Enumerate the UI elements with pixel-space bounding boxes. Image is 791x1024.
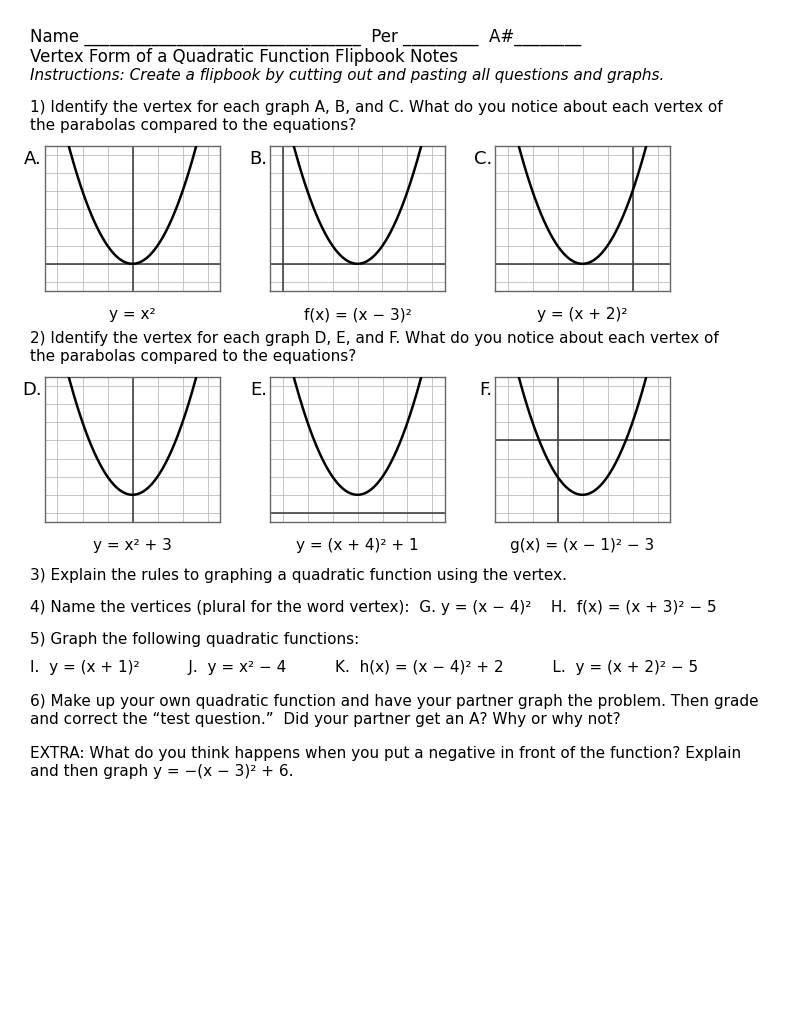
Text: 5) Graph the following quadratic functions:: 5) Graph the following quadratic functio… bbox=[30, 632, 359, 647]
Text: D.: D. bbox=[22, 381, 42, 399]
Text: I.  y = (x + 1)²          J.  y = x² − 4          K.  h(x) = (x − 4)² + 2       : I. y = (x + 1)² J. y = x² − 4 K. h(x) = … bbox=[30, 660, 698, 675]
Text: A.: A. bbox=[25, 150, 42, 168]
Text: g(x) = (x − 1)² − 3: g(x) = (x − 1)² − 3 bbox=[510, 538, 655, 553]
Text: C.: C. bbox=[474, 150, 492, 168]
Text: F.: F. bbox=[479, 381, 492, 399]
Text: y = x² + 3: y = x² + 3 bbox=[93, 538, 172, 553]
Text: 2) Identify the vertex for each graph D, E, and F. What do you notice about each: 2) Identify the vertex for each graph D,… bbox=[30, 331, 719, 346]
Text: y = (x + 4)² + 1: y = (x + 4)² + 1 bbox=[296, 538, 418, 553]
Text: E.: E. bbox=[250, 381, 267, 399]
Text: and correct the “test question.”  Did your partner get an A? Why or why not?: and correct the “test question.” Did you… bbox=[30, 712, 621, 727]
Text: f(x) = (x − 3)²: f(x) = (x − 3)² bbox=[304, 307, 411, 322]
Text: Vertex Form of a Quadratic Function Flipbook Notes: Vertex Form of a Quadratic Function Flip… bbox=[30, 48, 458, 66]
Text: Name _________________________________  Per _________  A#________: Name _________________________________ P… bbox=[30, 28, 581, 46]
Text: and then graph y = −(x − 3)² + 6.: and then graph y = −(x − 3)² + 6. bbox=[30, 764, 293, 779]
Text: y = (x + 2)²: y = (x + 2)² bbox=[537, 307, 628, 322]
Text: y = x²: y = x² bbox=[109, 307, 156, 322]
Text: 6) Make up your own quadratic function and have your partner graph the problem. : 6) Make up your own quadratic function a… bbox=[30, 694, 759, 709]
Text: 1) Identify the vertex for each graph A, B, and C. What do you notice about each: 1) Identify the vertex for each graph A,… bbox=[30, 100, 723, 115]
Text: EXTRA: What do you think happens when you put a negative in front of the functio: EXTRA: What do you think happens when yo… bbox=[30, 746, 741, 761]
Text: B.: B. bbox=[249, 150, 267, 168]
Text: Instructions: Create a flipbook by cutting out and pasting all questions and gra: Instructions: Create a flipbook by cutti… bbox=[30, 68, 664, 83]
Text: the parabolas compared to the equations?: the parabolas compared to the equations? bbox=[30, 118, 356, 133]
Text: the parabolas compared to the equations?: the parabolas compared to the equations? bbox=[30, 349, 356, 364]
Text: 3) Explain the rules to graphing a quadratic function using the vertex.: 3) Explain the rules to graphing a quadr… bbox=[30, 568, 567, 583]
Text: 4) Name the vertices (plural for the word vertex):  G. y = (x − 4)²    H.  f(x) : 4) Name the vertices (plural for the wor… bbox=[30, 600, 717, 615]
